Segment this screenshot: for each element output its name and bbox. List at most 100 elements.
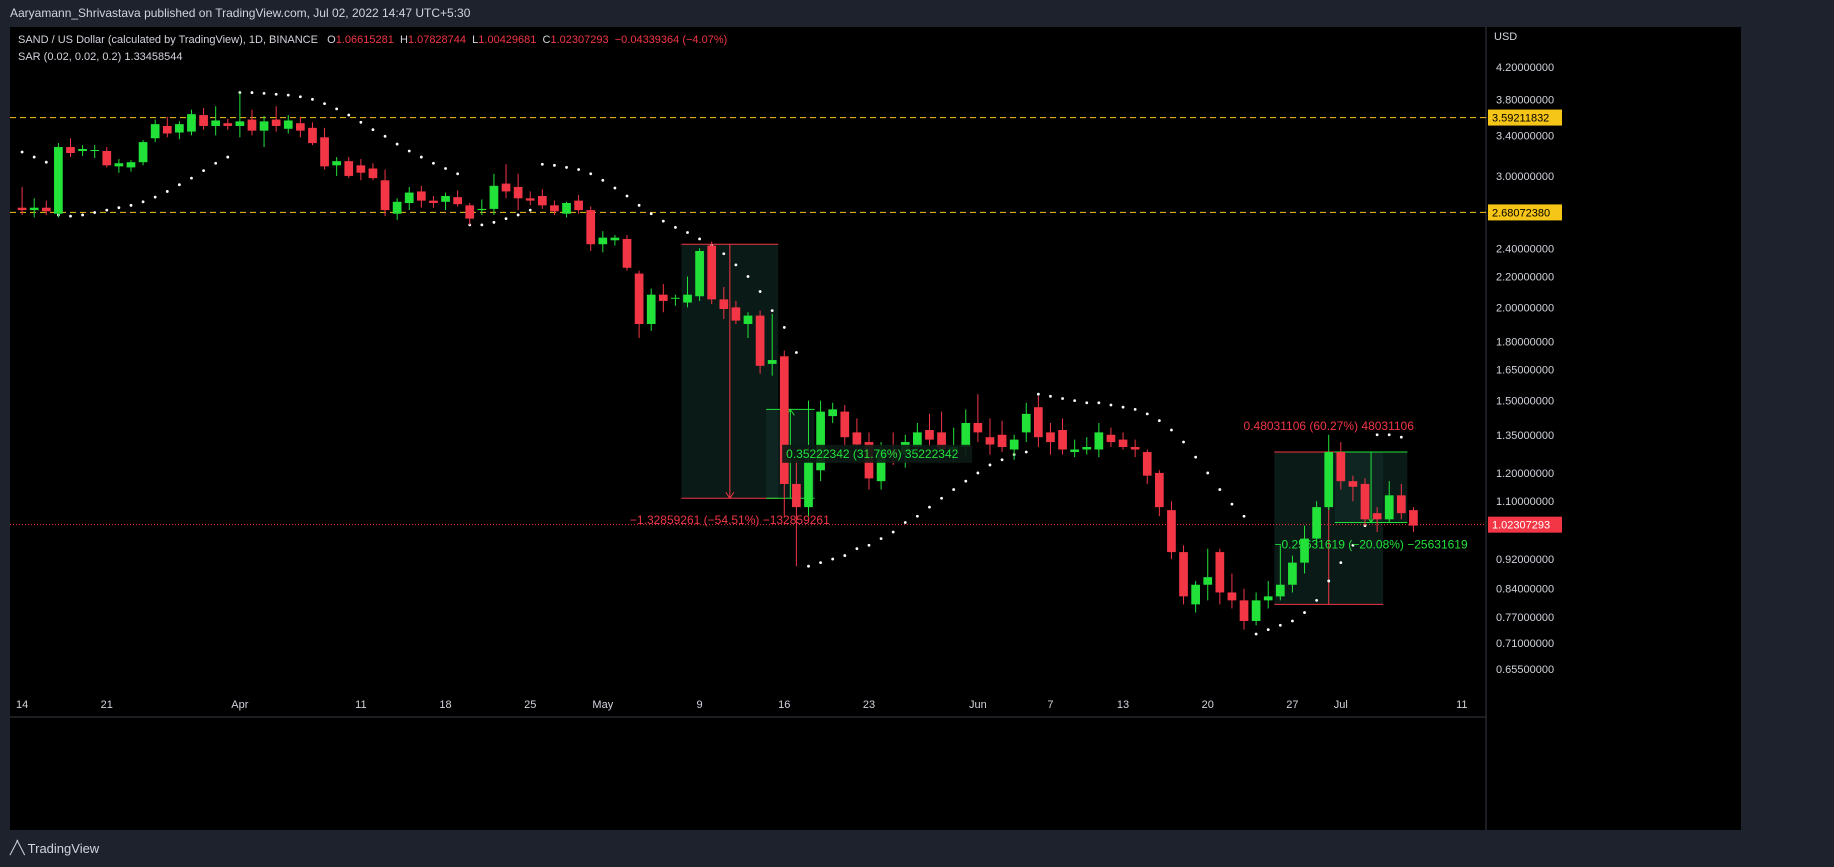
candle-body [150,124,160,139]
tradingview-logo-icon: ╱╲ [10,840,25,855]
measure-label-3: −0.25631619 (−20.08%) −25631619 [1274,537,1467,551]
candle-body [308,127,317,144]
sar-dot [1230,502,1234,506]
time-tick-label: Jun [969,699,987,711]
sar-dot [613,186,617,190]
sar-dot [577,168,581,171]
sar-dot [383,134,387,138]
candle-body [235,121,245,126]
candle-body [937,432,946,450]
price-tick-label: 3.00000000 [1496,171,1554,183]
candle-body [731,307,741,321]
candle-body [416,191,426,201]
candle-body [1058,430,1067,450]
sar-dot [746,275,750,278]
candle-body [719,299,729,310]
legend-sar-line: SAR (0.02, 0.02, 0.2) 1.33458544 [18,51,183,63]
candle-body [513,186,523,199]
candle-body [622,238,632,268]
candle-body [162,125,172,134]
sar-dot [1218,488,1222,491]
sar-dot [1303,611,1306,614]
candle-body [477,208,487,211]
time-tick-label: 11 [1456,699,1467,711]
sar-dot [1194,455,1198,459]
time-tick-label: 9 [697,699,703,711]
legend-high-value: 1.07828744 [407,34,467,46]
price-tick-label: 0.77000000 [1496,612,1554,624]
sar-dot [553,163,556,167]
sar-dot [686,231,689,234]
tradingview-logo[interactable]: ╱╲ TradingView [10,840,99,856]
candle-body [102,151,112,166]
candle-body [1179,552,1188,597]
candle-body [1288,562,1297,585]
candle-body [320,137,329,167]
sar-dot [928,505,931,509]
sar-dot [492,220,496,224]
candle-body [1312,507,1321,539]
candle-body [876,449,886,482]
candle-body [1275,584,1285,597]
candle-body [1227,592,1237,601]
measure-arrowhead-0 [725,491,735,500]
candle-body [78,149,87,152]
sar-dot [359,120,363,124]
measure-label-bg-1 [782,444,973,463]
sar-dot [794,351,798,354]
sar-dot [274,92,278,96]
price-tick-label: 0.92000000 [1496,554,1554,566]
candle-body [259,121,269,131]
candle-body [985,437,995,445]
sar-dot [1049,394,1052,398]
legend-high-label: H [399,34,408,46]
sar-dot [347,113,351,117]
candle-body [1094,432,1104,450]
candle-body [138,142,148,163]
candle-body [610,237,620,241]
candle-body [1348,481,1358,487]
candle-body [296,123,305,131]
sar-dot [1315,598,1319,602]
price-chart[interactable]: 3.59211832 2.68072380 −1.32859261 (−54.51%… [10,27,1741,830]
candle-body [1263,596,1273,601]
sar-dot [286,93,290,97]
candle-body [1034,407,1043,438]
time-tick-label: May [592,699,613,711]
sar-dot [1399,435,1403,439]
sar-dot [528,208,532,212]
candle-body [1251,600,1261,622]
measure-label-0: −1.32859261 (−54.51%) −132859261 [630,513,830,527]
sar-dot [698,237,702,241]
candle-body [1154,472,1164,508]
candle-body [392,201,402,214]
sar-dot [1351,543,1355,547]
legend-close-value: 1.02307293 [550,34,609,46]
candle-body [997,434,1007,448]
candle-body [1384,495,1394,520]
sar-dot [32,155,36,159]
candle-body [828,409,838,417]
tradingview-logo-text: TradingView [27,840,100,856]
candle-body [658,294,668,301]
sar-dot [298,95,302,99]
sar-dot [44,160,48,164]
sar-dot [565,166,568,169]
chart-frame[interactable]: 3.59211832 2.68072380 −1.32859261 (−54.51%… [10,27,1741,830]
price-tick-label: 1.20000000 [1496,468,1554,480]
candle-body [429,200,438,203]
candle-body [356,165,366,173]
candle-body [816,411,825,471]
current-price-tag [1488,516,1562,533]
time-tick-label: Apr [231,699,248,711]
candle-body [1021,413,1031,433]
time-tick-label: 21 [101,699,113,711]
candle-body [804,462,813,508]
sar-dot [504,217,508,221]
sar-dot [831,557,835,561]
candle-body [671,297,680,299]
price-tick-label: 4.20000000 [1496,62,1554,74]
sar-dot [1339,561,1343,565]
sar-dot [202,169,205,172]
candle-body [1360,483,1370,520]
